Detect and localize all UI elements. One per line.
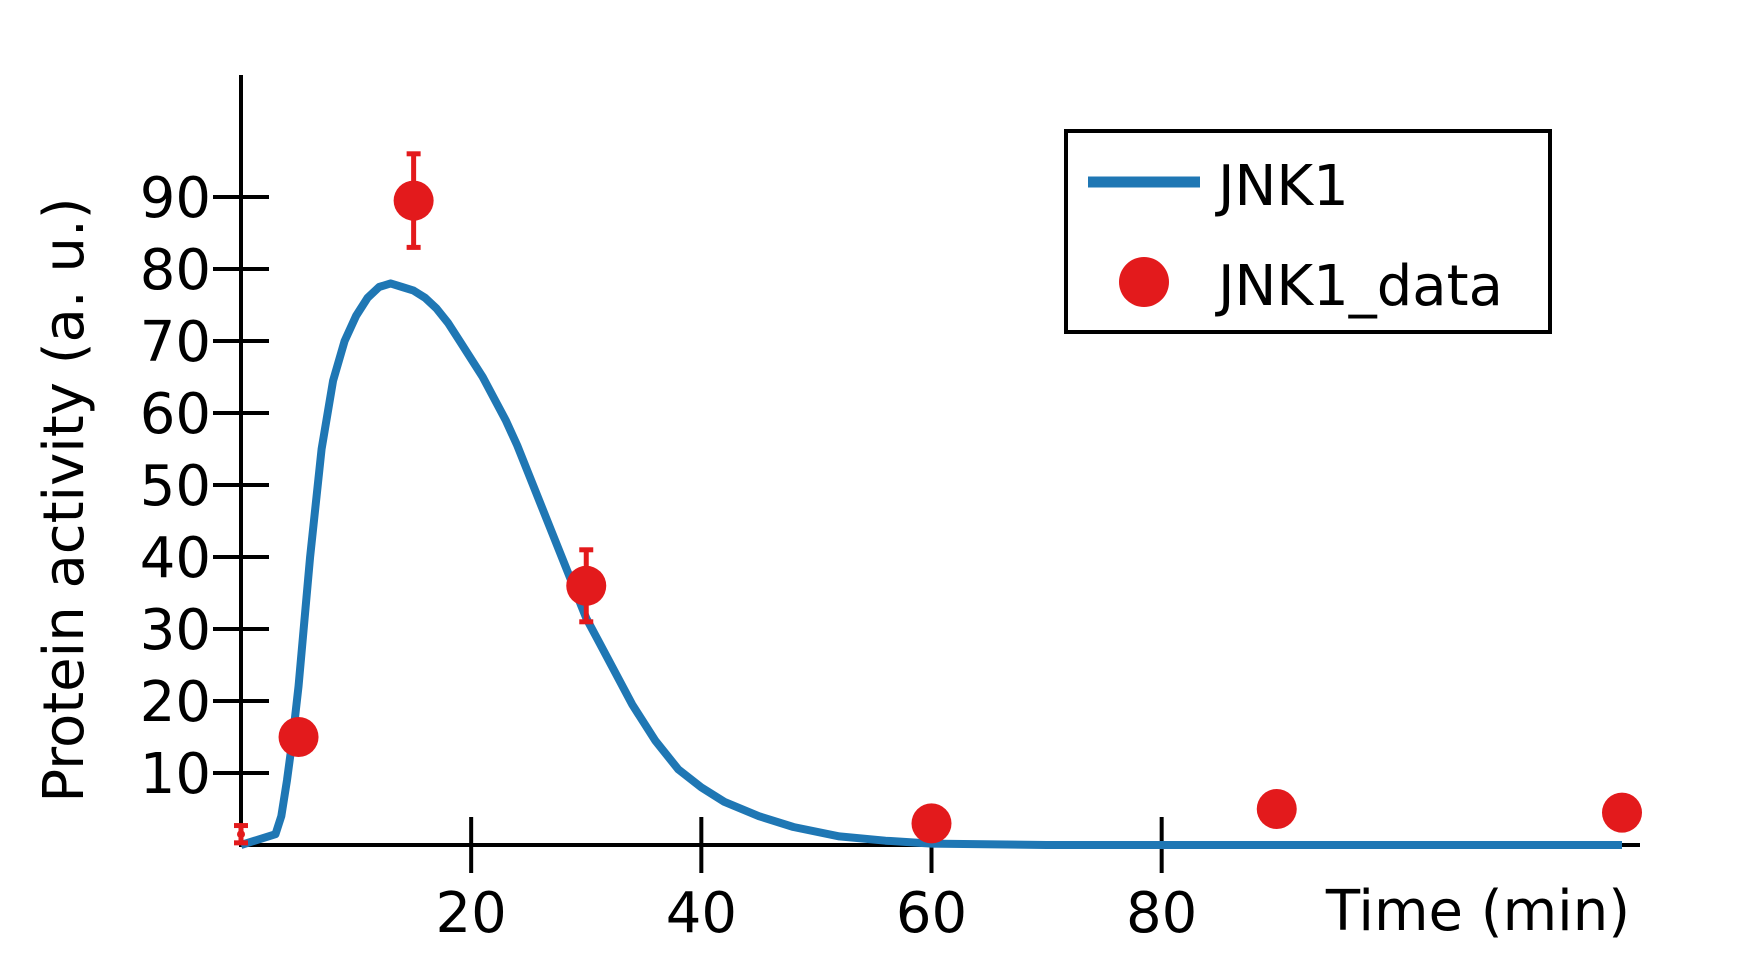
data-point <box>237 830 245 839</box>
y-tick-label: 40 <box>140 526 211 591</box>
y-tick-label: 10 <box>140 742 211 807</box>
y-tick-label: 90 <box>140 166 211 231</box>
data-point <box>1256 789 1297 829</box>
data-point <box>1602 792 1642 833</box>
legend-marker-swatch <box>1119 257 1169 307</box>
legend-label-jnk1-data: JNK1_data <box>1215 254 1503 319</box>
y-axis-label: Protein activity (a. u.) <box>32 197 97 802</box>
y-tick-label: 20 <box>140 670 211 735</box>
x-tick-label: 40 <box>666 881 737 946</box>
y-tick-label: 70 <box>140 310 211 375</box>
y-tick-label: 50 <box>140 454 211 519</box>
x-tick-label: 80 <box>1126 881 1197 946</box>
x-ticks: 20 40 60 80 <box>436 817 1197 946</box>
legend: JNK1 JNK1_data <box>1064 129 1552 334</box>
y-tick-label: 60 <box>140 382 211 447</box>
y-tick-label: 30 <box>140 598 211 663</box>
data-point <box>278 717 319 757</box>
y-ticks: 10 20 30 40 50 60 70 80 90 <box>140 166 269 807</box>
data-point <box>566 565 607 606</box>
legend-label-jnk1: JNK1 <box>1215 154 1349 219</box>
x-tick-label: 60 <box>896 881 967 946</box>
x-tick-label: 20 <box>436 881 507 946</box>
x-axis-label: Time (min) <box>1325 879 1630 944</box>
series-line-jnk1 <box>239 279 1622 849</box>
series-group <box>234 151 1642 849</box>
data-point <box>393 180 434 221</box>
data-point <box>911 803 952 844</box>
y-tick-label: 80 <box>140 238 211 303</box>
